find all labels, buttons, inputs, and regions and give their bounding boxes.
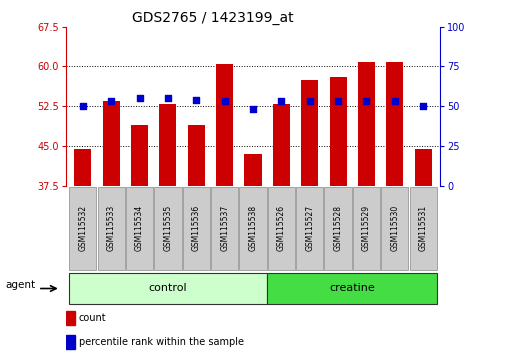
Point [418, 103, 426, 109]
FancyBboxPatch shape [267, 273, 436, 304]
Bar [131, 125, 148, 186]
Text: GSM115538: GSM115538 [248, 205, 257, 251]
Text: GDS2765 / 1423199_at: GDS2765 / 1423199_at [131, 11, 293, 25]
Bar [300, 80, 318, 186]
Point [305, 98, 313, 104]
Point [164, 96, 172, 101]
FancyBboxPatch shape [211, 187, 238, 270]
FancyBboxPatch shape [239, 187, 266, 270]
FancyBboxPatch shape [324, 187, 351, 270]
Bar [74, 149, 91, 186]
Point [220, 98, 228, 104]
Point [192, 97, 200, 103]
Point [277, 98, 285, 104]
Bar [66, 335, 75, 349]
Bar [414, 149, 431, 186]
Text: GSM115530: GSM115530 [389, 205, 398, 251]
FancyBboxPatch shape [97, 187, 125, 270]
Bar [187, 125, 205, 186]
FancyBboxPatch shape [409, 187, 436, 270]
Text: count: count [79, 313, 106, 323]
Point [362, 98, 370, 104]
Bar [329, 77, 346, 186]
FancyBboxPatch shape [352, 187, 379, 270]
Bar [66, 311, 75, 325]
Bar [357, 62, 374, 186]
Text: GSM115526: GSM115526 [276, 205, 285, 251]
FancyBboxPatch shape [69, 273, 267, 304]
FancyBboxPatch shape [182, 187, 210, 270]
FancyBboxPatch shape [295, 187, 323, 270]
Point [390, 98, 398, 104]
Bar [385, 62, 402, 186]
Point [135, 96, 143, 101]
Text: GSM115533: GSM115533 [107, 205, 116, 251]
Text: GSM115528: GSM115528 [333, 205, 342, 251]
Bar [103, 101, 120, 186]
Text: GSM115531: GSM115531 [418, 205, 427, 251]
Text: GSM115529: GSM115529 [361, 205, 370, 251]
FancyBboxPatch shape [267, 187, 294, 270]
FancyBboxPatch shape [126, 187, 153, 270]
Text: agent: agent [5, 280, 35, 290]
Text: GSM115535: GSM115535 [163, 205, 172, 251]
FancyBboxPatch shape [380, 187, 408, 270]
Bar [216, 64, 233, 186]
Point [248, 107, 257, 112]
Text: percentile rank within the sample: percentile rank within the sample [79, 337, 243, 347]
Point [107, 98, 115, 104]
Text: GSM115536: GSM115536 [191, 205, 200, 251]
Text: GSM115527: GSM115527 [305, 205, 314, 251]
Bar [272, 104, 289, 186]
Text: GSM115532: GSM115532 [78, 205, 87, 251]
FancyBboxPatch shape [69, 187, 96, 270]
Bar [159, 104, 176, 186]
FancyBboxPatch shape [154, 187, 181, 270]
Text: GSM115534: GSM115534 [135, 205, 144, 251]
Bar [244, 154, 261, 186]
Point [333, 98, 341, 104]
Text: GSM115537: GSM115537 [220, 205, 229, 251]
Text: creatine: creatine [329, 283, 374, 293]
Point [79, 103, 87, 109]
Text: control: control [148, 283, 187, 293]
